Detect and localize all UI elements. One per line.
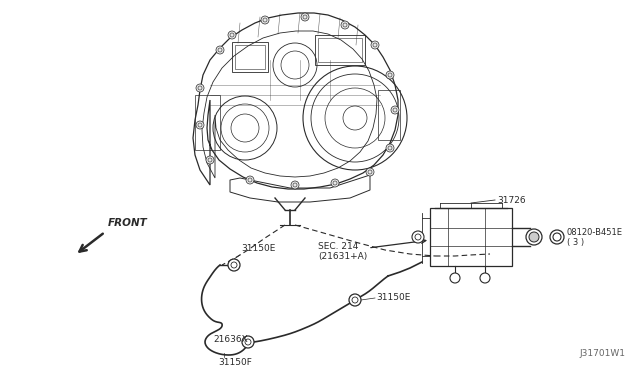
Circle shape [228,259,240,271]
Circle shape [341,21,349,29]
Circle shape [216,46,224,54]
Circle shape [242,336,254,348]
Text: 31150E: 31150E [376,294,410,302]
Circle shape [228,31,236,39]
Text: SEC. 214
(21631+A): SEC. 214 (21631+A) [318,242,367,262]
Circle shape [480,273,490,283]
Circle shape [291,181,299,189]
Circle shape [349,294,361,306]
Circle shape [529,232,539,242]
Text: FRONT: FRONT [108,218,148,228]
Text: 31726: 31726 [497,196,525,205]
Circle shape [301,13,309,21]
Text: ( 3 ): ( 3 ) [567,237,584,247]
Circle shape [386,71,394,79]
Circle shape [206,156,214,164]
Circle shape [196,121,204,129]
Circle shape [412,231,424,243]
Text: 31150E: 31150E [241,244,275,253]
Circle shape [371,41,379,49]
Circle shape [261,16,269,24]
Circle shape [450,273,460,283]
Text: J31701W1: J31701W1 [579,349,625,358]
Text: 21636X: 21636X [213,335,248,344]
Text: 31150F: 31150F [218,358,252,367]
Circle shape [386,144,394,152]
Circle shape [196,84,204,92]
Circle shape [246,176,254,184]
Circle shape [391,106,399,114]
Circle shape [331,179,339,187]
Text: 08120-B451E: 08120-B451E [567,228,623,237]
Circle shape [526,229,542,245]
Circle shape [550,230,564,244]
Circle shape [366,168,374,176]
